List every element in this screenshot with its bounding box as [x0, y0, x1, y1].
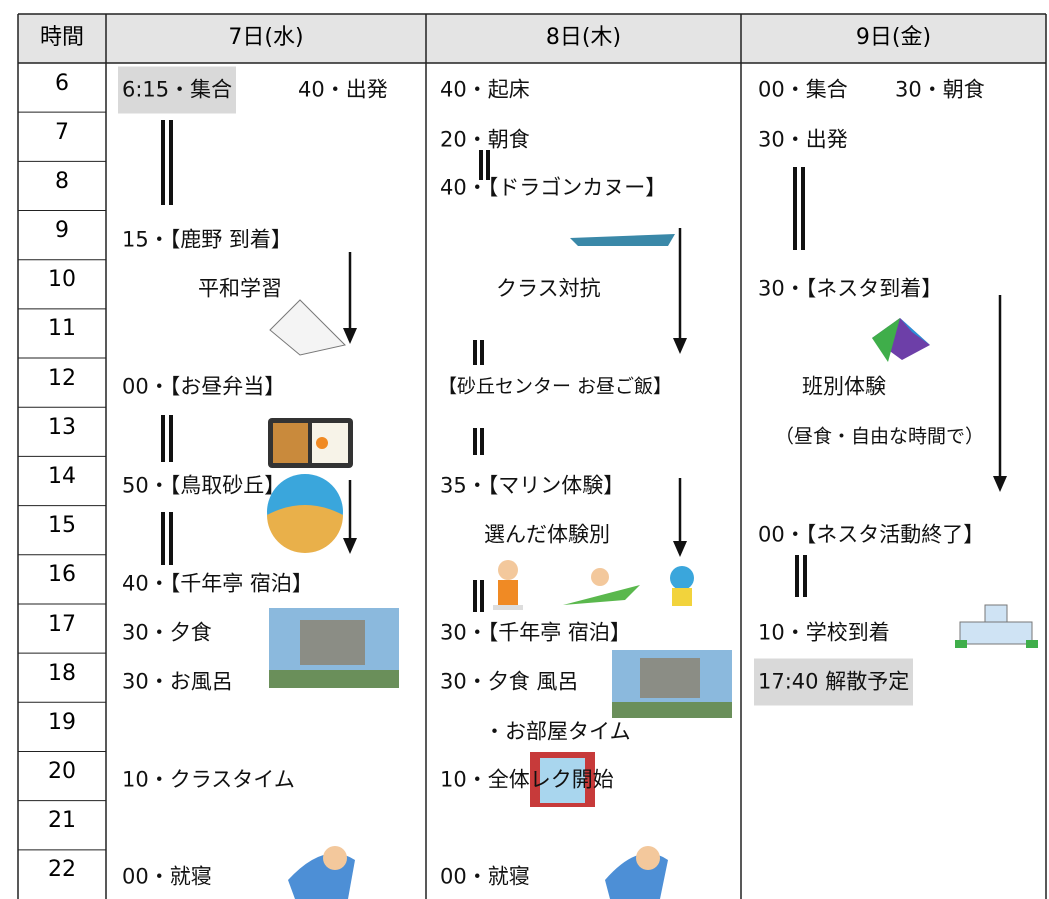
hour-label: 22 — [48, 857, 76, 883]
arrows — [348, 228, 1002, 543]
entry: 30・【ネスタ到着】 — [758, 276, 943, 301]
entry: 00・就寝 — [440, 864, 530, 889]
hour-label: 17 — [48, 611, 76, 637]
entry: 40・【ドラゴンカヌー】 — [440, 175, 667, 200]
entry: 15・【鹿野 到着】 — [122, 227, 292, 252]
hour-label: 6 — [55, 70, 69, 96]
hour-label: 9 — [55, 218, 69, 244]
hour-label: 10 — [48, 267, 76, 293]
entry: 30・お風呂 — [122, 669, 233, 694]
hour-label: 21 — [48, 808, 76, 834]
hour-label: 15 — [48, 513, 76, 539]
entry: 10・全体レク開始 — [440, 767, 614, 792]
entry: 35・【マリン体験】 — [440, 473, 625, 498]
header-bg — [18, 14, 1046, 63]
entry: 17:40 解散予定 — [754, 658, 914, 706]
entry: 00・集合 — [758, 77, 848, 102]
entry: （昼食・自由な時間で） — [775, 425, 985, 448]
header-day: 7日(水) — [228, 25, 304, 50]
header-time: 時間 — [39, 25, 84, 50]
entry: 40・起床 — [440, 77, 530, 102]
entry: 30・出発 — [758, 127, 848, 152]
entry: 40・出発 — [298, 77, 388, 102]
entry: 30・夕食 風呂 — [440, 669, 579, 694]
entry: 00・就寝 — [122, 864, 212, 889]
entry: 10・クラスタイム — [122, 767, 295, 792]
hour-label: 13 — [48, 414, 76, 440]
entry: 10・学校到着 — [758, 620, 890, 645]
hour-label: 20 — [48, 759, 76, 785]
hour-label: 7 — [55, 119, 69, 145]
entry: ・お部屋タイム — [484, 719, 631, 744]
hour-label: 8 — [55, 168, 69, 194]
hour-label: 18 — [48, 660, 76, 686]
entry: 20・朝食 — [440, 127, 530, 152]
hour-label: 14 — [48, 464, 76, 489]
arrow-heads — [343, 328, 1007, 557]
entry: 平和学習 — [198, 276, 282, 301]
entry: クラス対抗 — [496, 276, 601, 301]
entry: 30・朝食 — [895, 77, 985, 102]
entry: 30・【千年亭 宿泊】 — [440, 620, 631, 645]
entry: 【砂丘センター お昼ご飯】 — [438, 375, 673, 398]
double-bars — [161, 120, 807, 612]
entry: 50・【鳥取砂丘】 — [122, 473, 286, 498]
hour-label: 16 — [48, 562, 76, 588]
header-day: 9日(金) — [855, 25, 932, 50]
header-day: 8日(木) — [545, 25, 622, 50]
entry: 00・【ネスタ活動終了】 — [758, 522, 985, 547]
entry: 00・【お昼弁当】 — [122, 374, 286, 399]
entry: 班別体験 — [802, 374, 886, 399]
entry: 6:15・集合 — [118, 66, 237, 114]
entry: 選んだ体験別 — [484, 522, 610, 547]
entry: 40・【千年亭 宿泊】 — [122, 571, 313, 596]
illustrations — [267, 222, 1038, 899]
hour-label: 12 — [48, 365, 76, 391]
hour-label: 11 — [48, 316, 76, 342]
hour-label: 19 — [48, 709, 76, 735]
entry: 30・夕食 — [122, 620, 212, 645]
